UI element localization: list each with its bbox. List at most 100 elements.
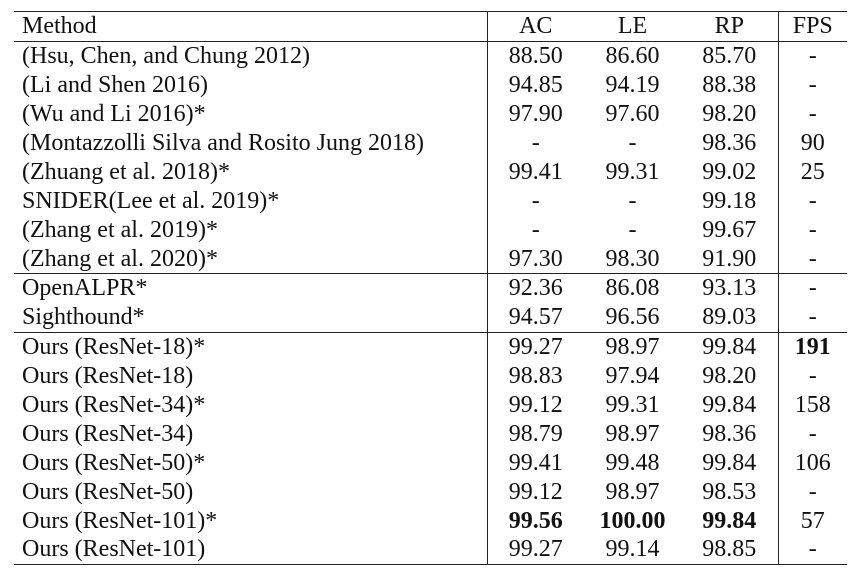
method-cell: OpenALPR* — [14, 273, 487, 303]
method-cell: Ours (ResNet-101) — [14, 535, 487, 565]
method-cell: Ours (ResNet-18)* — [14, 331, 487, 362]
method-cell: Ours (ResNet-50)* — [22, 449, 206, 476]
fps-cell: 25 — [777, 157, 847, 187]
method-cell: Ours (ResNet-101)* — [22, 507, 218, 534]
rp-cell: 88.38 — [702, 72, 757, 99]
fps-cell: - — [777, 361, 847, 391]
results-table: Method AC LE RP FPS (Hsu, Chen, and Chun… — [14, 11, 847, 565]
le-cell: - — [628, 216, 637, 243]
method-cell: (Montazzolli Silva and Rosito Jung 2018) — [22, 130, 424, 156]
method-cell: (Zhang et al. 2020)* — [22, 245, 218, 272]
fps-cell: - — [777, 186, 847, 216]
rp-cell: 91.90 — [702, 245, 757, 272]
method-cell: Ours (ResNet-50) — [22, 478, 194, 505]
fps-cell: - — [777, 477, 847, 507]
rp-cell: 99.84 — [702, 392, 757, 419]
fps-cell: - — [777, 215, 847, 245]
rp-cell: 98.53 — [702, 478, 757, 505]
method-cell: Ours (ResNet-34) — [22, 420, 194, 447]
ac-cell: 88.50 — [486, 41, 584, 71]
method-cell: (Wu and Li 2016)* — [22, 101, 206, 128]
table-row: Ours (ResNet-50) 99.12 98.97 98.53 - — [14, 477, 847, 507]
rp-cell: 98.85 — [681, 535, 778, 565]
fps-cell: - — [777, 302, 847, 333]
ac-best-value: 99.56 — [508, 507, 563, 534]
table-row: Ours (ResNet-101) 99.27 99.14 98.85 - — [14, 535, 847, 565]
rp-cell: 99.67 — [702, 216, 757, 243]
ac-cell: 97.90 — [486, 99, 584, 129]
le-cell: 98.30 — [605, 245, 660, 272]
rp-cell: 98.36 — [702, 130, 757, 156]
le-cell: 98.97 — [584, 331, 681, 362]
ac-cell: 99.56 — [486, 506, 584, 536]
table-row: Ours (ResNet-34) 98.79 98.97 98.36 - — [14, 419, 847, 449]
ac-cell: 94.85 — [486, 70, 584, 100]
table-row: (Wu and Li 2016)* 97.90 97.60 98.20 - — [14, 99, 847, 129]
le-cell: 96.56 — [605, 304, 660, 331]
fps-cell: 158 — [777, 390, 847, 420]
fps-cell: - — [777, 41, 847, 71]
table-row: Ours (ResNet-18)* 99.27 98.97 99.84 191 — [14, 331, 847, 362]
ac-cell: 99.27 — [486, 535, 584, 565]
rp-cell: 85.70 — [702, 43, 757, 70]
ac-cell: - — [486, 215, 584, 245]
le-cell: 100.00 — [584, 506, 681, 535]
table-row: (Montazzolli Silva and Rosito Jung 2018)… — [14, 128, 847, 158]
method-cell: (Hsu, Chen, and Chung 2012) — [22, 43, 310, 70]
le-cell: 98.97 — [605, 478, 660, 505]
fps-cell: 90 — [777, 128, 847, 158]
le-cell: 99.14 — [584, 535, 681, 565]
fps-cell: 57 — [777, 506, 847, 536]
le-best-value: 100.00 — [599, 507, 666, 534]
method-cell: Sighthound* — [22, 304, 145, 331]
rp-cell: 93.13 — [681, 273, 778, 303]
ac-cell: 92.36 — [486, 273, 584, 303]
ac-cell: 99.27 — [486, 331, 584, 362]
le-cell: 99.48 — [605, 449, 660, 476]
method-cell: (Zhang et al. 2019)* — [22, 216, 218, 243]
ac-cell: 99.41 — [486, 448, 584, 478]
ac-cell: 98.83 — [486, 361, 584, 391]
le-cell: 97.94 — [605, 363, 660, 390]
fps-cell: - — [777, 70, 847, 100]
method-cell: (Zhuang et al. 2018)* — [22, 158, 230, 185]
header-method: Method — [14, 11, 487, 42]
method-cell: SNIDER(Lee et al. 2019)* — [22, 187, 280, 214]
table-row: (Zhuang et al. 2018)* 99.41 99.31 99.02 … — [14, 157, 847, 187]
rp-cell: 99.84 — [681, 506, 778, 535]
table-row: OpenALPR* 92.36 86.08 93.13 - — [14, 273, 847, 303]
le-cell: 98.97 — [605, 420, 660, 447]
header-rp: RP — [681, 11, 778, 42]
results-table-container: Method AC LE RP FPS (Hsu, Chen, and Chun… — [14, 11, 847, 565]
method-cell: Ours (ResNet-18) — [22, 363, 194, 390]
table-row: Ours (ResNet-50)* 99.41 99.48 99.84 106 — [14, 448, 847, 478]
ac-cell: 99.12 — [486, 390, 584, 420]
table-row: (Li and Shen 2016) 94.85 94.19 88.38 - — [14, 70, 847, 100]
le-cell: 99.31 — [605, 158, 660, 185]
table-header-row: Method AC LE RP FPS — [14, 11, 847, 42]
rp-cell: 98.20 — [702, 101, 757, 128]
ac-cell: 99.41 — [486, 157, 584, 187]
fps-cell: 106 — [777, 448, 847, 478]
header-ac: AC — [486, 11, 584, 42]
method-cell: (Li and Shen 2016) — [22, 72, 208, 99]
fps-cell: - — [777, 99, 847, 129]
ac-cell: 99.12 — [486, 477, 584, 507]
rp-cell: 98.36 — [702, 420, 757, 447]
fps-cell: 191 — [777, 331, 847, 362]
table-row: Ours (ResNet-101)* 99.56 100.00 99.84 57 — [14, 506, 847, 536]
le-cell: - — [628, 130, 637, 156]
ac-cell: - — [486, 128, 584, 158]
method-cell: Ours (ResNet-34)* — [22, 392, 206, 419]
fps-best-value: 191 — [794, 334, 831, 361]
le-cell: - — [628, 187, 637, 214]
table-row: (Hsu, Chen, and Chung 2012) 88.50 86.60 … — [14, 41, 847, 71]
fps-cell: - — [777, 273, 847, 303]
table-row: Sighthound* 94.57 96.56 89.03 - — [14, 302, 847, 333]
fps-cell: - — [777, 244, 847, 274]
ac-cell: - — [486, 186, 584, 216]
table-row: Ours (ResNet-34)* 99.12 99.31 99.84 158 — [14, 390, 847, 420]
ac-cell: 98.79 — [486, 419, 584, 449]
le-cell: 86.08 — [584, 273, 681, 303]
le-cell: 99.31 — [605, 392, 660, 419]
